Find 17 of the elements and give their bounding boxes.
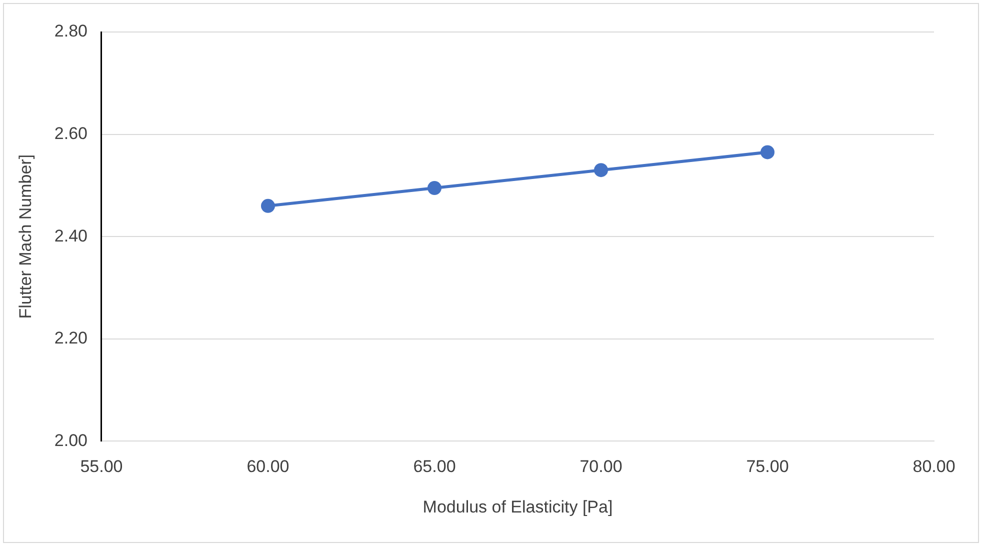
y-tick-label: 2.80 [54,22,88,41]
point [760,145,774,160]
x-axis-title: Modulus of Elasticity [Pa] [422,497,613,516]
y-tick-label: 2.00 [54,430,88,450]
y-tick-label: 2.60 [54,124,88,143]
point [260,198,275,213]
y-axis-title: Flutter Mach Number] [16,154,35,319]
x-tick-label: 75.00 [746,457,789,476]
x-tick-label: 80.00 [912,457,956,476]
y-tick-label: 2.40 [54,226,88,246]
point [427,181,442,196]
x-tick-label: 70.00 [580,457,622,476]
x-tick-label: 55.00 [80,457,123,476]
y-tick-label: 2.20 [54,328,88,348]
point [594,163,608,178]
x-tick-label: 65.00 [413,457,456,476]
x-tick-label: 60.00 [246,457,290,476]
